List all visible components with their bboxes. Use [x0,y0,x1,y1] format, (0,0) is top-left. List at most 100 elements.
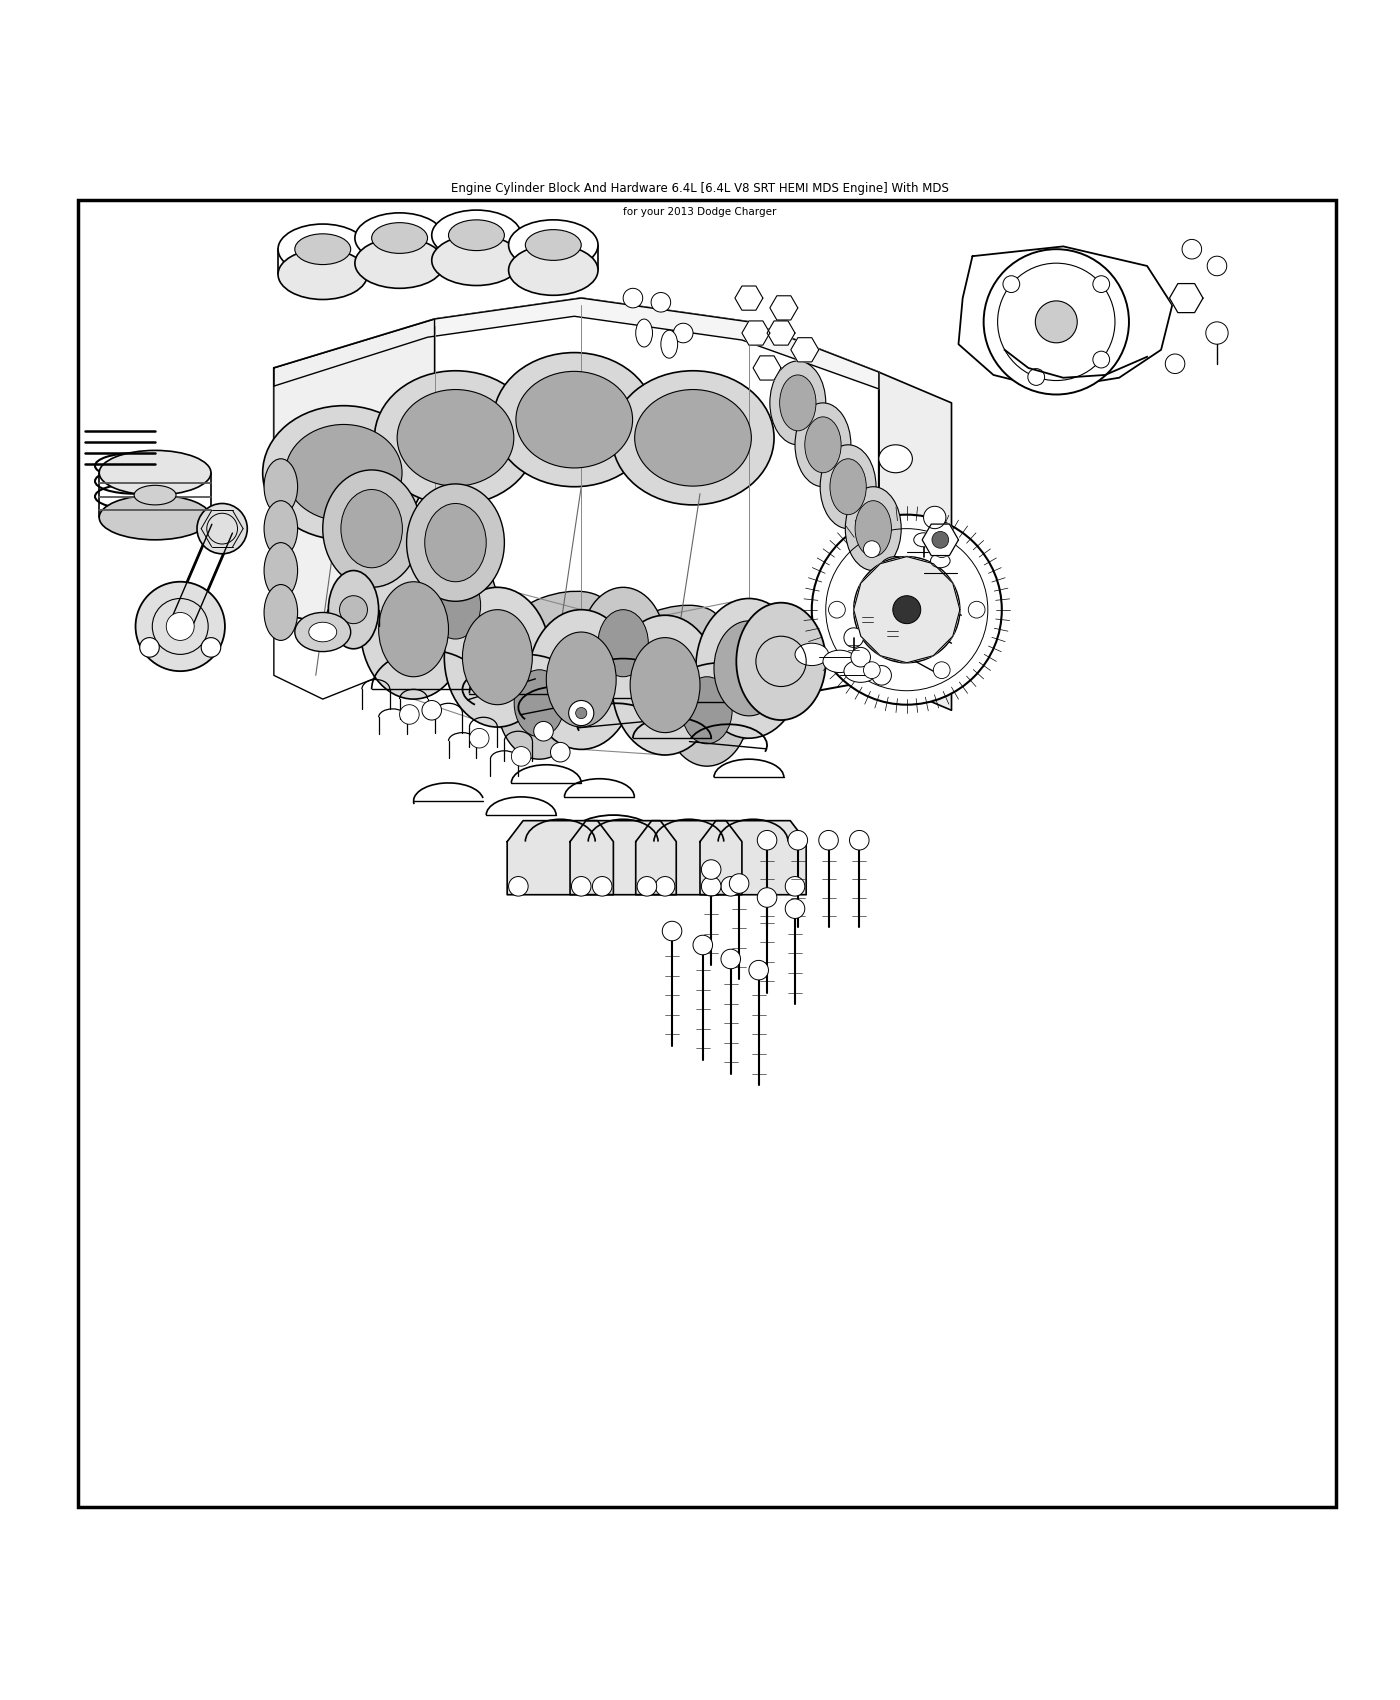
Ellipse shape [323,469,420,586]
Ellipse shape [528,610,634,750]
Circle shape [1002,275,1019,292]
Ellipse shape [374,371,536,505]
Ellipse shape [398,389,514,486]
Polygon shape [879,372,952,711]
Ellipse shape [910,619,932,634]
Polygon shape [959,246,1172,389]
Circle shape [864,541,881,558]
Ellipse shape [858,600,878,619]
Ellipse shape [846,486,902,571]
Ellipse shape [844,627,864,648]
Ellipse shape [892,646,914,663]
Circle shape [1093,275,1110,292]
Ellipse shape [585,626,697,697]
Circle shape [1028,369,1044,386]
Ellipse shape [855,502,892,556]
Ellipse shape [851,648,871,666]
Ellipse shape [819,830,839,850]
Polygon shape [700,821,806,894]
Ellipse shape [399,706,419,724]
Ellipse shape [309,622,337,643]
Ellipse shape [757,887,777,908]
Circle shape [934,661,951,678]
Ellipse shape [661,330,678,359]
Ellipse shape [612,615,718,755]
Polygon shape [274,612,434,699]
Ellipse shape [1207,257,1226,275]
Ellipse shape [682,677,732,745]
Circle shape [568,700,594,726]
Ellipse shape [914,532,934,547]
Ellipse shape [830,459,867,515]
Circle shape [984,250,1128,394]
Ellipse shape [805,416,841,473]
Ellipse shape [623,289,643,308]
Polygon shape [770,296,798,320]
Ellipse shape [662,921,682,940]
Ellipse shape [493,352,655,486]
Ellipse shape [612,371,774,505]
Ellipse shape [651,292,671,313]
Ellipse shape [371,223,427,253]
Polygon shape [854,556,960,663]
Ellipse shape [360,559,466,699]
Ellipse shape [295,612,350,651]
Circle shape [934,541,951,558]
Ellipse shape [636,320,652,347]
Polygon shape [1169,284,1203,313]
Polygon shape [274,298,879,704]
Circle shape [340,595,367,624]
Ellipse shape [134,484,176,505]
Circle shape [136,581,225,672]
Ellipse shape [701,860,721,879]
Ellipse shape [424,503,486,581]
Ellipse shape [354,212,444,264]
Ellipse shape [265,542,298,598]
Circle shape [829,602,846,619]
Ellipse shape [381,563,493,634]
Circle shape [575,707,587,719]
Text: Engine Cylinder Block And Hardware 6.4L [6.4L V8 SRT HEMI MDS Engine] With MDS: Engine Cylinder Block And Hardware 6.4L … [451,182,949,196]
Ellipse shape [820,445,876,529]
Circle shape [637,877,657,896]
Polygon shape [636,821,742,894]
Ellipse shape [634,389,752,486]
Circle shape [571,877,591,896]
Circle shape [969,602,986,619]
Ellipse shape [448,219,504,250]
Ellipse shape [508,219,598,270]
Polygon shape [753,355,781,381]
Ellipse shape [795,403,851,486]
Ellipse shape [421,700,441,721]
Ellipse shape [598,610,648,677]
Polygon shape [274,320,434,648]
Circle shape [592,877,612,896]
Ellipse shape [378,581,448,677]
Polygon shape [923,524,959,556]
Ellipse shape [785,899,805,918]
Ellipse shape [673,323,693,343]
Circle shape [1036,301,1077,343]
Circle shape [140,638,160,658]
Ellipse shape [920,590,942,607]
Ellipse shape [444,586,550,728]
Ellipse shape [550,743,570,762]
Ellipse shape [508,245,598,296]
Ellipse shape [286,425,402,520]
Ellipse shape [924,507,946,529]
Ellipse shape [525,230,581,260]
Ellipse shape [295,235,350,265]
Ellipse shape [263,406,424,541]
Circle shape [932,532,949,547]
Circle shape [197,503,248,554]
Ellipse shape [879,445,913,473]
Ellipse shape [430,571,480,639]
Ellipse shape [354,238,444,289]
Ellipse shape [469,728,489,748]
Ellipse shape [850,830,869,850]
Ellipse shape [609,605,721,675]
Circle shape [785,877,805,896]
Ellipse shape [931,554,951,568]
Ellipse shape [899,570,921,586]
Polygon shape [742,321,770,345]
